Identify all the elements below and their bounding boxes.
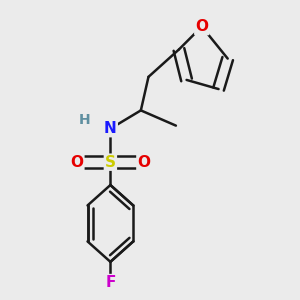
Text: O: O [195, 19, 208, 34]
Text: O: O [70, 155, 83, 170]
Text: F: F [105, 275, 116, 290]
Text: S: S [105, 155, 116, 170]
Text: N: N [104, 121, 117, 136]
Text: H: H [79, 112, 90, 127]
Text: O: O [137, 155, 150, 170]
